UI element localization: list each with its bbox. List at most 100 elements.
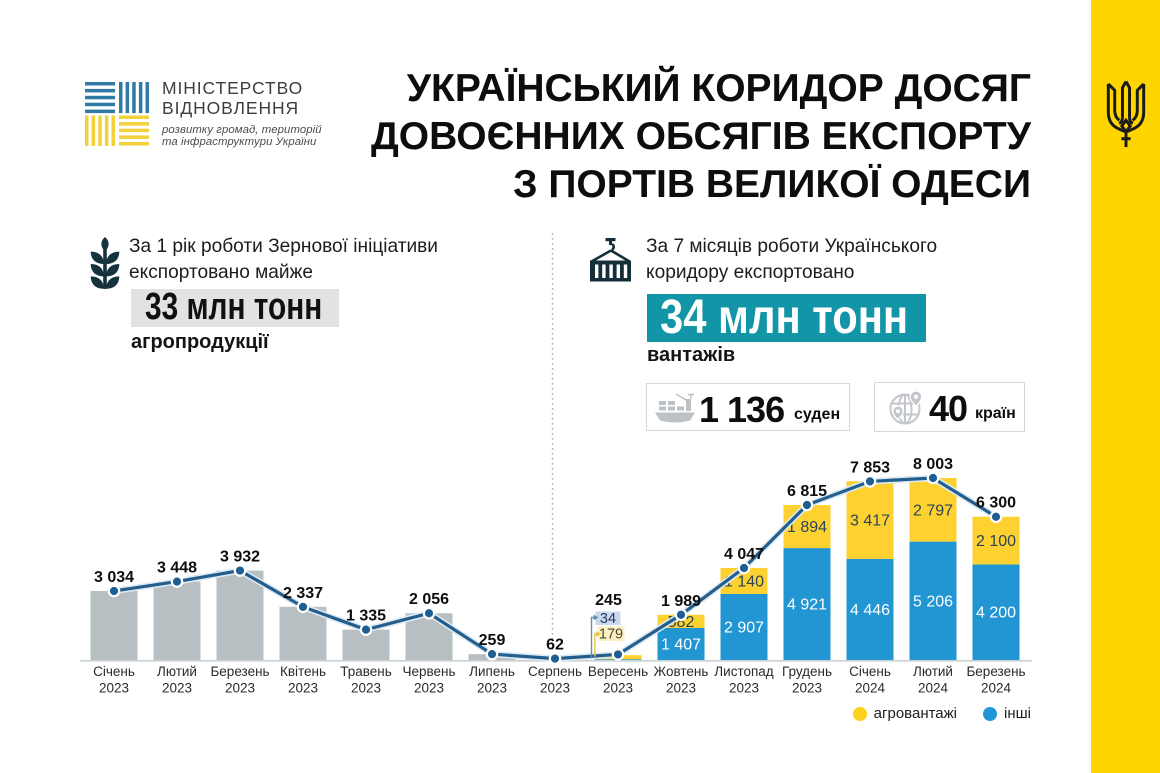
bar-segment-agro: [783, 505, 831, 549]
bar-total: [153, 581, 201, 660]
countries-stat-box: 40 країн: [874, 382, 1025, 432]
bar-total-label: 1 989: [661, 593, 701, 610]
month-label: Вересень 2023: [588, 664, 648, 696]
bar-agro-value-label: 3 417: [850, 513, 890, 530]
yellow-side-band: [1091, 0, 1160, 773]
month-label: Лютий 2023: [157, 664, 197, 696]
bar-total-label: 4 047: [724, 546, 764, 563]
line-marker: [107, 584, 121, 598]
line-marker: [422, 606, 436, 620]
bar-segment-other: [657, 628, 705, 660]
month-label: Березень 2023: [210, 664, 269, 696]
line-marker: [233, 564, 247, 577]
month-label: Червень 2023: [402, 664, 455, 696]
page-title: УКРАЇНСЬКИЙ КОРИДОР ДОСЯГ ДОВОЄННИХ ОБСЯ…: [311, 65, 1031, 209]
bar-total-label: 3 448: [157, 560, 197, 577]
cargo-ship-icon: [655, 393, 695, 423]
ministry-name-line1: МІНІСТЕРСТВО: [162, 78, 304, 98]
line-marker: [863, 475, 877, 488]
callout-agro-connector: [594, 633, 597, 657]
bar-total-label: 3 034: [94, 569, 134, 586]
callout-other-connector: [590, 616, 595, 659]
bar-segment-other: [720, 593, 768, 660]
month-label: Серпень 2023: [528, 664, 582, 696]
page-title-line1: УКРАЇНСЬКИЙ КОРИДОР ДОСЯГ: [406, 67, 1031, 110]
corridor-stat-value: 34 млн тонн: [647, 294, 926, 342]
callout-agro-box: [597, 626, 625, 641]
wheat-icon: [90, 237, 120, 294]
grain-stat-unit: агропродукції: [131, 331, 269, 353]
bar-total-label: 7 853: [850, 459, 890, 476]
ministry-name-line2: ВІДНОВЛЕННЯ: [162, 97, 300, 118]
bar-total: [90, 591, 138, 660]
countries-count: 40: [929, 388, 968, 429]
month-label: Лютий 2024: [913, 664, 953, 696]
line-marker: [548, 652, 562, 665]
line-marker: [737, 561, 751, 575]
container-crane-icon: [588, 238, 633, 288]
corridor-desc-line1: За 7 місяців роботи Українського: [646, 235, 938, 257]
month-label: Квітень 2023: [280, 664, 326, 696]
bar-other-value-label: 1 407: [661, 637, 701, 654]
ministry-tagline-line2: та інфраструктури України: [162, 136, 317, 148]
bar-total-label: 8 003: [913, 456, 953, 473]
callout-agro-label: 179: [599, 626, 623, 642]
bar-segment-other: [846, 558, 894, 660]
grain-stat-value: 33 млн тонн: [131, 288, 339, 327]
grain-desc-line1: За 1 рік роботи Зернової ініціативи: [129, 235, 438, 257]
bar-total-label: 3 932: [220, 549, 260, 566]
bar-other-value-label: 5 206: [913, 593, 953, 610]
legend-item-agro: агровантажі: [852, 705, 958, 722]
ships-count: 1 136: [699, 389, 785, 430]
bar-segment-other: [972, 564, 1020, 660]
bar-total-label: 6 815: [787, 483, 827, 500]
chart-legend: агровантажі інші: [852, 705, 1031, 722]
month-label: Травень 2023: [340, 664, 392, 696]
bar-other-value-label: 4 446: [850, 602, 890, 619]
month-label: Грудень 2023: [782, 664, 832, 696]
ukraine-trident-icon: [1106, 80, 1146, 148]
page-title-line2: ДОВОЄННИХ ОБСЯГІВ ЕКСПОРТУ: [370, 115, 1031, 158]
grain-desc-line2: експортовано майже: [129, 260, 314, 283]
line-marker: [926, 471, 940, 485]
ships-label: суден: [794, 406, 841, 423]
bar-total-label: 1 335: [346, 608, 386, 625]
callout-total-label: 245: [595, 592, 622, 609]
legend-other-dot-icon: [983, 706, 998, 721]
ships-stat-box: 1 136 суден: [646, 383, 850, 431]
bar-segment-agro: [972, 516, 1020, 565]
callout-other-label: 34: [600, 611, 616, 627]
ministry-logo-icon: [85, 82, 149, 151]
bar-total-label: 62: [546, 637, 564, 654]
grain-stat-description: За 1 рік роботи Зернової ініціативи експ…: [129, 234, 444, 285]
line-marker: [800, 498, 814, 512]
bar-other-value-label: 4 921: [787, 597, 827, 614]
line-marker: [674, 608, 688, 622]
line-marker: [485, 647, 499, 661]
month-label: Березень 2024: [966, 664, 1025, 696]
ministry-name: МІНІСТЕРСТВО ВІДНОВЛЕННЯ розвитку громад…: [162, 78, 322, 148]
bar-other-value-label: 4 200: [976, 605, 1016, 622]
bar-total-label: 2 337: [283, 585, 323, 602]
bar-agro-value-label: 2 100: [976, 533, 1016, 550]
bar-agro-value-label: 1 894: [787, 519, 827, 536]
bar-other-value-label: 2 907: [724, 619, 764, 636]
bar-total-label: 2 056: [409, 591, 449, 608]
line-marker: [170, 575, 184, 588]
corridor-desc-line2: коридору експортовано: [646, 260, 855, 283]
month-label: Листопад 2023: [714, 664, 774, 696]
bar-segment-agro: [846, 481, 894, 559]
bar-segment-other: [909, 541, 957, 660]
legend-agro-dot-icon: [852, 706, 867, 721]
callout-other-arrow: [593, 614, 599, 621]
bar-total-label: 259: [479, 632, 506, 649]
legend-agro-label: агровантажі: [873, 705, 958, 722]
bar-total: [216, 570, 264, 660]
month-label: Жовтень 2023: [654, 664, 709, 696]
month-label: Січень 2023: [93, 664, 135, 696]
callout-agro-arrow: [596, 631, 602, 637]
line-marker: [989, 510, 1003, 524]
